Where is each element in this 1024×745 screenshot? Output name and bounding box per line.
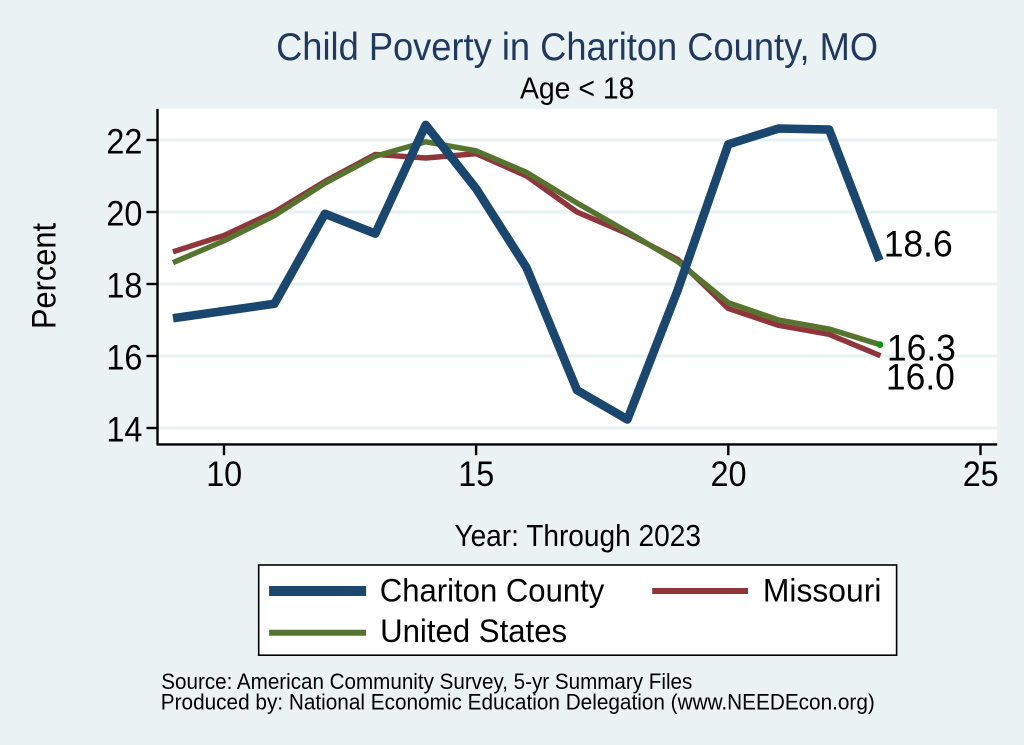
svg-text:20: 20 <box>106 194 142 233</box>
svg-text:14: 14 <box>106 410 142 449</box>
svg-text:Source: American Community Sur: Source: American Community Survey, 5-yr … <box>161 669 692 694</box>
svg-text:18.6: 18.6 <box>884 222 953 264</box>
svg-text:10: 10 <box>206 455 242 494</box>
svg-text:Missouri: Missouri <box>763 573 882 609</box>
svg-text:Age < 18: Age < 18 <box>520 72 635 106</box>
svg-text:United States: United States <box>380 613 567 649</box>
svg-text:18: 18 <box>106 266 142 305</box>
svg-text:Percent: Percent <box>26 223 64 329</box>
svg-text:Child Poverty in Chariton Coun: Child Poverty in Chariton County, MO <box>276 26 878 69</box>
svg-text:15: 15 <box>458 455 494 494</box>
svg-text:Chariton County: Chariton County <box>380 573 605 609</box>
svg-text:Produced by: National Economic: Produced by: National Economic Education… <box>161 689 875 714</box>
svg-text:Year: Through 2023: Year: Through 2023 <box>454 519 701 553</box>
svg-text:20: 20 <box>711 455 747 494</box>
svg-text:16.3: 16.3 <box>887 327 956 369</box>
svg-text:25: 25 <box>963 455 999 494</box>
svg-text:16: 16 <box>106 338 142 377</box>
svg-text:22: 22 <box>106 122 142 161</box>
svg-text:16.0: 16.0 <box>886 356 955 398</box>
